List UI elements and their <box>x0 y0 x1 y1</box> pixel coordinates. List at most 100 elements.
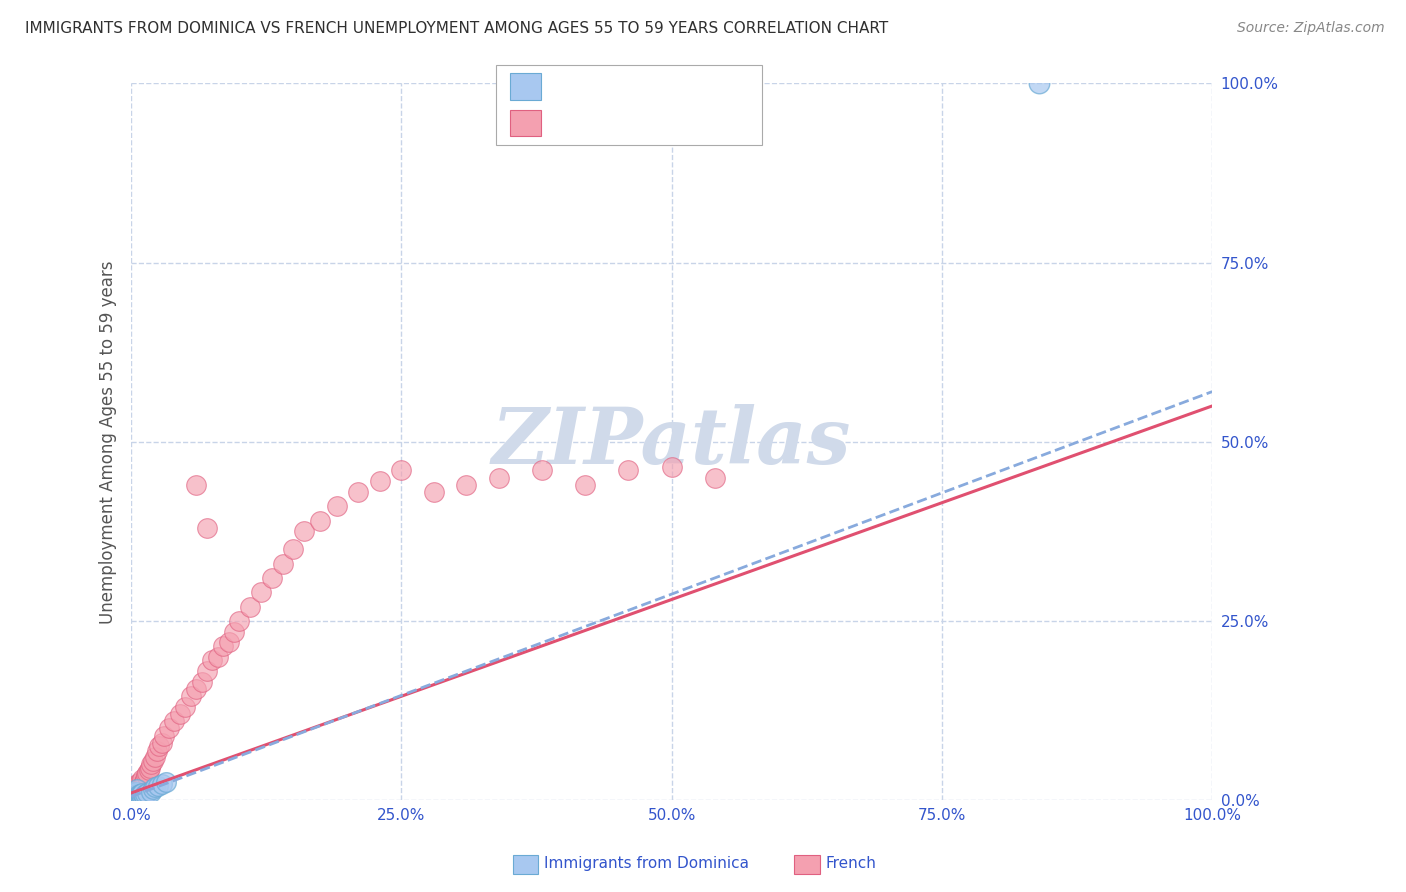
Point <box>125 789 148 803</box>
Point <box>124 786 146 800</box>
Point <box>157 722 180 736</box>
Point <box>134 788 156 802</box>
Point <box>250 585 273 599</box>
Point <box>138 763 160 777</box>
Point <box>122 782 145 797</box>
Point <box>124 789 146 804</box>
Point <box>222 624 245 639</box>
Point <box>195 521 218 535</box>
Point <box>271 557 294 571</box>
Point <box>122 788 145 802</box>
Point <box>368 474 391 488</box>
Point <box>128 775 150 789</box>
Point <box>617 463 640 477</box>
Point <box>661 459 683 474</box>
Point <box>127 788 149 802</box>
Point <box>155 775 177 789</box>
Text: N = 71: N = 71 <box>654 114 711 132</box>
Point <box>125 793 148 807</box>
Point <box>128 789 150 803</box>
Point <box>704 470 727 484</box>
Point <box>1028 77 1050 91</box>
Text: R = 0.628: R = 0.628 <box>553 114 636 132</box>
Point <box>127 781 149 796</box>
Point <box>131 786 153 800</box>
Point <box>135 768 157 782</box>
Point <box>190 674 212 689</box>
Point <box>139 757 162 772</box>
Point <box>128 787 150 801</box>
Point <box>174 700 197 714</box>
Point <box>184 477 207 491</box>
Point <box>122 791 145 805</box>
Point <box>122 788 145 802</box>
Point <box>129 782 152 797</box>
Point <box>148 779 170 793</box>
Point <box>127 791 149 805</box>
Point <box>325 500 347 514</box>
Point <box>260 571 283 585</box>
Point <box>574 477 596 491</box>
Point <box>456 477 478 491</box>
Point <box>127 788 149 802</box>
Point <box>124 784 146 798</box>
Point <box>347 485 370 500</box>
Point <box>131 790 153 805</box>
Point <box>150 736 173 750</box>
Text: French: French <box>825 856 876 871</box>
Point <box>150 777 173 791</box>
Point <box>218 635 240 649</box>
Point <box>129 788 152 802</box>
Point <box>169 707 191 722</box>
Point <box>391 463 413 477</box>
Point <box>530 463 553 477</box>
Point <box>122 784 145 798</box>
Point <box>121 786 143 800</box>
Point <box>124 789 146 804</box>
Point <box>125 790 148 805</box>
Point <box>139 784 162 798</box>
Point <box>148 739 170 754</box>
Point <box>134 775 156 789</box>
Point <box>124 780 146 795</box>
Point <box>207 649 229 664</box>
Point <box>128 791 150 805</box>
Point <box>124 793 146 807</box>
Text: IMMIGRANTS FROM DOMINICA VS FRENCH UNEMPLOYMENT AMONG AGES 55 TO 59 YEARS CORREL: IMMIGRANTS FROM DOMINICA VS FRENCH UNEMP… <box>25 21 889 36</box>
Point <box>309 514 332 528</box>
Point <box>142 754 165 768</box>
Point <box>124 788 146 802</box>
Text: ZIPatlas: ZIPatlas <box>492 403 852 480</box>
Point <box>129 791 152 805</box>
Point <box>180 690 202 704</box>
Point <box>125 777 148 791</box>
Point <box>128 784 150 798</box>
Point <box>125 782 148 797</box>
Y-axis label: Unemployment Among Ages 55 to 59 years: Unemployment Among Ages 55 to 59 years <box>100 260 117 624</box>
Point <box>195 664 218 678</box>
Point <box>128 792 150 806</box>
Point <box>488 470 510 484</box>
Point <box>131 772 153 786</box>
Point <box>124 793 146 807</box>
Text: R = 0.124: R = 0.124 <box>553 78 636 95</box>
Text: N = 36: N = 36 <box>654 78 711 95</box>
Point <box>142 782 165 797</box>
Point <box>143 750 166 764</box>
Point <box>124 786 146 800</box>
Point <box>124 784 146 798</box>
Point <box>152 729 174 743</box>
Point <box>136 786 159 800</box>
Point <box>120 793 142 807</box>
Point <box>122 790 145 805</box>
Point <box>128 779 150 793</box>
Point <box>121 789 143 804</box>
Point <box>212 639 235 653</box>
Point <box>239 599 262 614</box>
Point <box>131 780 153 795</box>
Point <box>201 653 224 667</box>
Point <box>124 779 146 793</box>
Point <box>228 614 250 628</box>
Point <box>125 787 148 801</box>
Point <box>138 761 160 775</box>
